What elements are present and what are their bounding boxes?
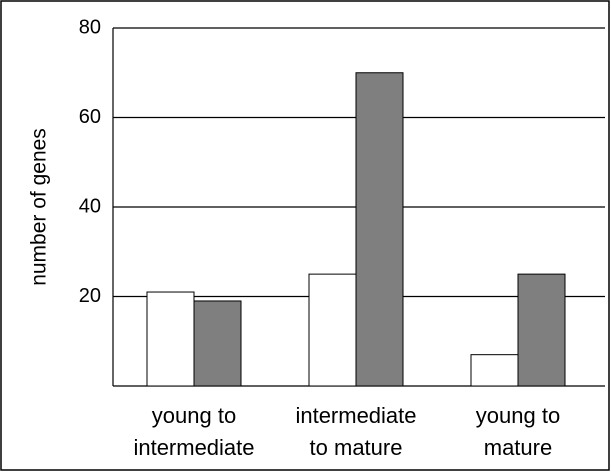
y-axis-label: number of genes (28, 128, 51, 286)
bar (517, 273, 566, 387)
bar (355, 72, 404, 387)
y-tick-label: 40 (79, 195, 101, 217)
y-tick-label: 80 (79, 16, 101, 38)
x-tick-label: young to intermediate (133, 403, 255, 460)
x-tick-label: intermediate to mature (295, 403, 417, 460)
bar (308, 273, 357, 387)
y-tick-label: 20 (79, 285, 101, 307)
bar (470, 354, 519, 387)
bar (146, 291, 195, 387)
bar (193, 300, 242, 387)
x-tick-label: young to mature (475, 403, 561, 460)
y-tick-label: 60 (79, 106, 101, 128)
